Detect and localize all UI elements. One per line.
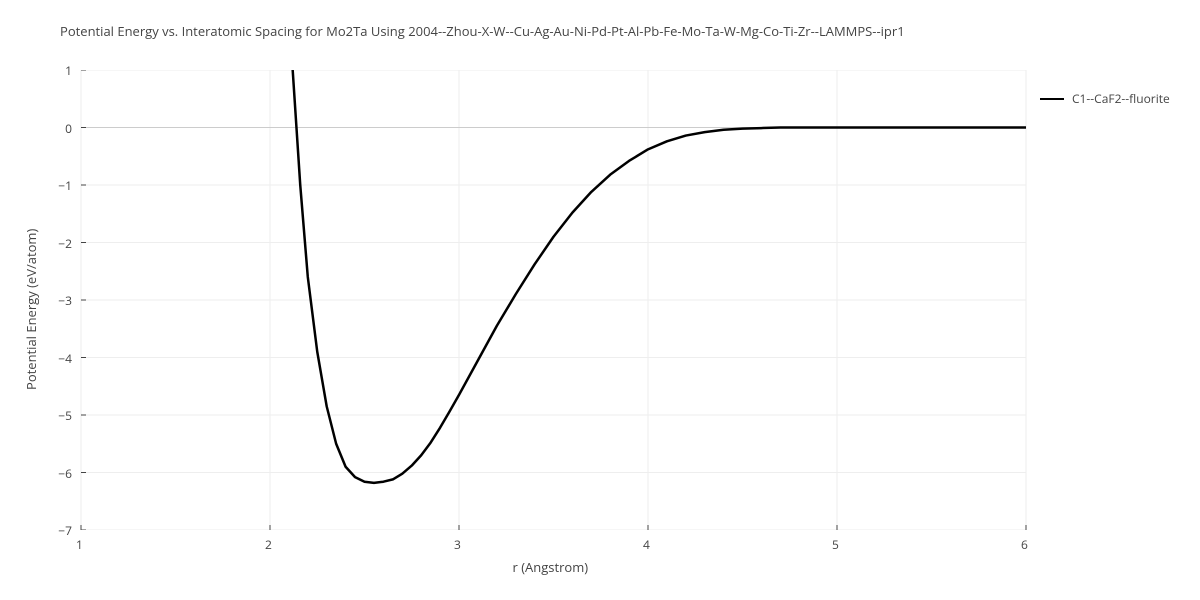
y-tick-label: −7: [58, 522, 72, 539]
x-tick-label: 5: [832, 536, 839, 553]
y-tick-label: −1: [58, 177, 72, 194]
x-tick-label: 3: [454, 536, 461, 553]
y-axis-label: Potential Energy (eV/atom): [22, 229, 40, 390]
y-tick-label: 0: [65, 120, 72, 137]
y-tick-label: 1: [65, 62, 72, 79]
legend-series-label: C1--CaF2--fluorite: [1072, 90, 1170, 107]
x-tick-label: 6: [1021, 536, 1028, 553]
chart-plot-area: [80, 70, 1027, 530]
y-tick-label: −6: [58, 465, 72, 482]
legend-swatch: [1040, 98, 1064, 100]
x-axis-label: r (Angstrom): [513, 558, 589, 576]
y-tick-label: −2: [58, 235, 72, 252]
y-tick-label: −5: [58, 407, 72, 424]
x-tick-label: 2: [265, 536, 272, 553]
chart-legend[interactable]: C1--CaF2--fluorite: [1040, 90, 1170, 107]
x-tick-label: 4: [643, 536, 650, 553]
y-tick-label: −4: [58, 350, 72, 367]
y-tick-label: −3: [58, 292, 72, 309]
x-tick-label: 1: [76, 536, 83, 553]
chart-title: Potential Energy vs. Interatomic Spacing…: [60, 22, 905, 40]
